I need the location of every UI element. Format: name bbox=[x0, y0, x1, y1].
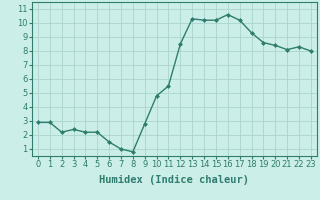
X-axis label: Humidex (Indice chaleur): Humidex (Indice chaleur) bbox=[100, 175, 249, 185]
